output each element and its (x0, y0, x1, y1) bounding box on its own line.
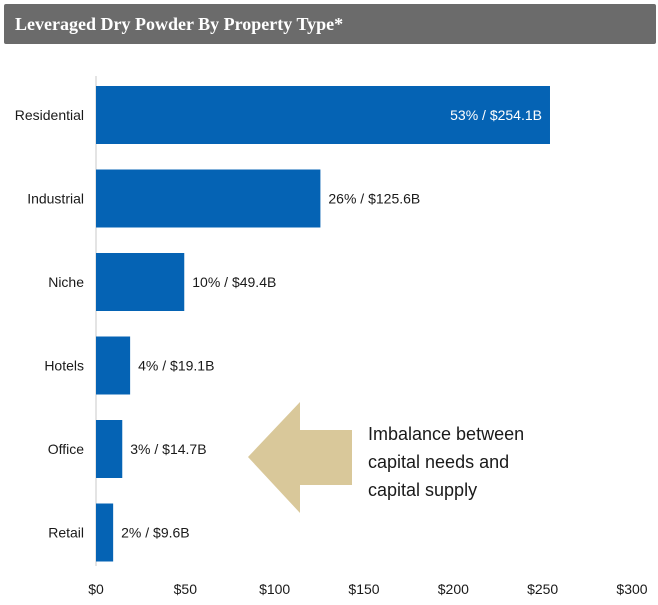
category-label: Hotels (44, 358, 84, 374)
category-label: Niche (48, 274, 84, 290)
bar-industrial (96, 169, 321, 228)
x-tick-label: $0 (88, 581, 104, 597)
bar-hotels (96, 336, 131, 395)
data-label: 2% / $9.6B (121, 525, 190, 541)
x-tick-label: $200 (438, 581, 469, 597)
data-label: 3% / $14.7B (130, 441, 206, 457)
data-label: 4% / $19.1B (138, 358, 214, 374)
category-label: Residential (15, 107, 84, 123)
category-label: Retail (48, 525, 84, 541)
category-label: Industrial (27, 191, 84, 207)
category-label: Office (48, 441, 85, 457)
data-label: 26% / $125.6B (328, 191, 420, 207)
annotation-line: Imbalance between (368, 424, 525, 444)
x-tick-label: $100 (259, 581, 290, 597)
annotation-line: capital needs and (368, 452, 510, 472)
data-label: 10% / $49.4B (192, 274, 276, 290)
data-label: 53% / $254.1B (450, 107, 542, 123)
bar-office (96, 420, 123, 478)
bar-residential (96, 86, 550, 144)
x-tick-label: $50 (174, 581, 198, 597)
bar-retail (96, 503, 114, 562)
x-tick-label: $300 (616, 581, 647, 597)
bar-niche (96, 253, 185, 311)
chart-title: Leveraged Dry Powder By Property Type* (15, 14, 344, 34)
chart-header: Leveraged Dry Powder By Property Type* (4, 4, 656, 44)
x-tick-label: $150 (348, 581, 379, 597)
annotation-line: capital supply (368, 480, 478, 500)
annotation-text: Imbalance between capital needs and capi… (368, 420, 568, 504)
x-tick-label: $250 (527, 581, 558, 597)
left-arrow-icon (248, 402, 352, 513)
